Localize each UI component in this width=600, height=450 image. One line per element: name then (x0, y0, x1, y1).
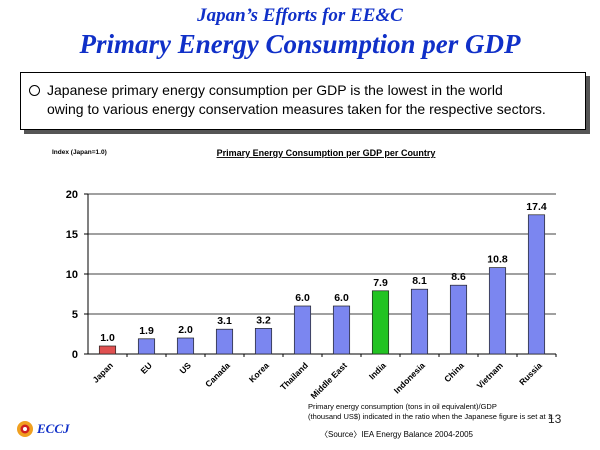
data-label: 6.0 (334, 292, 349, 304)
x-tick-label: Russia (517, 360, 544, 387)
x-tick-label: Middle East (308, 360, 349, 401)
bar-india (371, 290, 390, 355)
y-tick-label: 5 (72, 309, 78, 321)
bullet-box: Japanese primary energy consumption per … (20, 72, 586, 130)
data-label: 6.0 (295, 292, 310, 304)
bullet-text: Japanese primary energy consumption per … (47, 81, 581, 119)
x-tick-label: Thailand (278, 360, 310, 392)
sun-icon (17, 421, 33, 437)
bar-eu (137, 338, 156, 355)
footnote-line-2: (thousand US$) indicated in the ratio wh… (308, 412, 554, 421)
bar-china (449, 284, 468, 355)
x-tick-label: India (367, 360, 388, 381)
bullet-circle-icon (29, 85, 40, 96)
data-label: 3.2 (256, 314, 271, 326)
x-tick-label: Vietnam (475, 360, 506, 391)
bar-russia (527, 214, 546, 355)
bar-us (176, 337, 195, 355)
slide-subtitle: Japan’s Efforts for EE&C (197, 5, 403, 26)
bar-korea (254, 328, 273, 355)
footnote-line-1: Primary energy consumption (tons in oil … (308, 402, 497, 411)
bar-chart: Primary Energy Consumption per GDP per C… (52, 148, 557, 401)
x-tick-label: EU (138, 360, 153, 375)
y-tick-label: 15 (66, 229, 78, 241)
eccj-logo: ECCJ (16, 420, 70, 438)
data-label: 7.9 (373, 277, 388, 289)
data-label: 1.0 (100, 332, 115, 344)
data-label: 17.4 (526, 201, 547, 213)
y-tick-label: 0 (72, 349, 78, 361)
y-axis-label: Index (Japan=1.0) (52, 149, 107, 156)
source-note: 〈Source〉IEA Energy Balance 2004-2005 (320, 430, 473, 439)
data-label: 8.1 (412, 275, 427, 287)
data-label: 1.9 (139, 325, 154, 337)
data-label: 8.6 (451, 271, 466, 283)
bar-vietnam (488, 267, 507, 355)
y-tick-label: 10 (66, 269, 78, 281)
x-tick-label: US (177, 360, 193, 376)
bar-japan (98, 345, 117, 355)
chart-title: Primary Energy Consumption per GDP per C… (217, 148, 436, 158)
slide-title: Primary Energy Consumption per GDP (79, 29, 521, 59)
footnote: Primary energy consumption (tons in oil … (308, 402, 554, 422)
x-tick-label: Canada (203, 360, 232, 389)
x-tick-label: Korea (247, 360, 271, 384)
bar-middle-east (332, 305, 351, 355)
x-tick-label: Indonesia (392, 360, 427, 395)
bar-indonesia (410, 288, 429, 355)
bar-canada (215, 328, 234, 355)
data-label: 3.1 (217, 315, 232, 327)
bullet-line-1: Japanese primary energy consumption per … (47, 82, 503, 98)
bullet-line-2: owing to various energy conservation mea… (47, 101, 546, 117)
x-tick-label: Japan (90, 360, 114, 384)
bar-thailand (293, 305, 312, 355)
page-number: 13 (548, 412, 562, 426)
logo-text: ECCJ (37, 421, 70, 436)
data-label: 2.0 (178, 324, 193, 336)
y-tick-label: 20 (66, 189, 78, 201)
x-tick-label: China (442, 360, 466, 384)
data-label: 10.8 (487, 254, 508, 266)
